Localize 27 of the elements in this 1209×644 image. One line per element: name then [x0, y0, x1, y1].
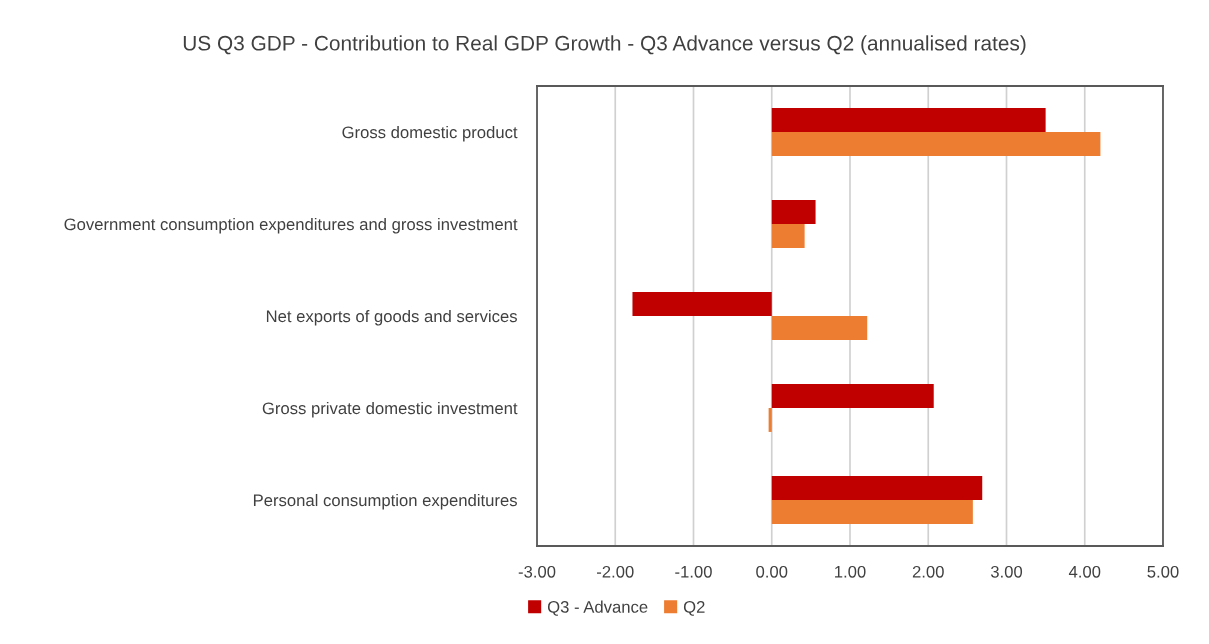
x-tick-label: -2.00 — [597, 565, 634, 578]
chart-title: US Q3 GDP - Contribution to Real GDP Growth - Q3 Advance versus Q2 (annualised rates) — [183, 35, 1026, 55]
y-tick-label: Personal consumption expenditures — [253, 493, 517, 510]
x-tick-label: 0.00 — [756, 565, 788, 578]
y-tick-label: Net exports of goods and services — [266, 309, 517, 326]
bar — [632, 292, 772, 316]
x-tick-label: -3.00 — [518, 565, 556, 578]
legend-label: Q2 — [683, 601, 705, 616]
bar — [771, 500, 973, 524]
y-tick-label: Gross private domestic investment — [262, 401, 518, 418]
x-tick-label: 5.00 — [1147, 565, 1179, 578]
bar — [768, 408, 772, 432]
bar — [771, 384, 934, 408]
x-tick-label: 2.00 — [912, 565, 944, 578]
x-tick-label: 1.00 — [835, 565, 866, 578]
bar — [771, 316, 868, 340]
y-tick-label: Gross domestic product — [342, 125, 518, 142]
x-tick-label: 4.00 — [1068, 565, 1101, 578]
bar — [771, 476, 983, 500]
y-tick-label: Government consumption expenditures and gross investment — [64, 217, 518, 234]
bar — [771, 108, 1046, 132]
bar — [771, 224, 805, 248]
bar — [771, 132, 1101, 156]
legend-label: Q3 - Advance — [547, 600, 648, 616]
x-tick-label: -1.00 — [675, 565, 712, 578]
bar — [771, 200, 816, 224]
x-tick-label: 3.00 — [990, 565, 1023, 578]
